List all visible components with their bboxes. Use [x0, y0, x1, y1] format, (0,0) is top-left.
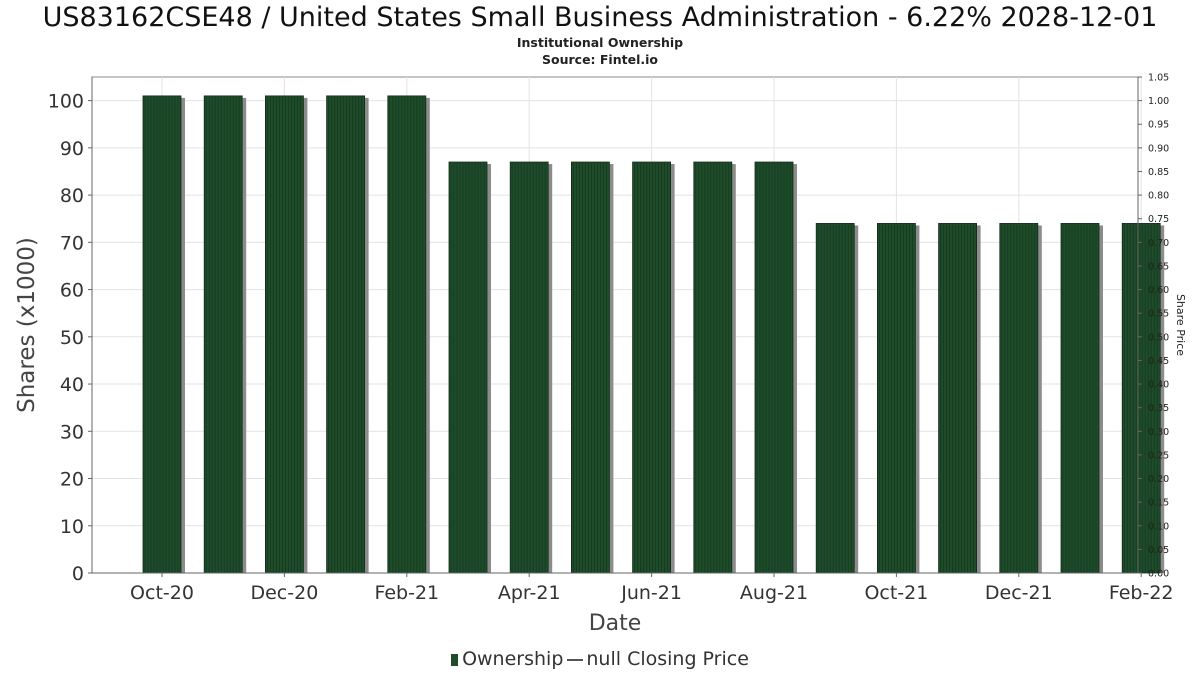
- y2-tick-label: 0.05: [1148, 545, 1169, 556]
- y-tick-label: 10: [60, 516, 84, 538]
- y-axis-title: Shares (x1000): [14, 237, 40, 413]
- y2-tick-label: 0.15: [1148, 498, 1169, 509]
- y-tick-label: 0: [72, 563, 84, 585]
- x-tick-label: Apr-21: [498, 582, 561, 604]
- y2-tick-label: 0.65: [1148, 261, 1169, 272]
- y2-tick-label: 0.40: [1148, 380, 1169, 391]
- legend-price-line: [567, 658, 584, 661]
- y-tick-label: 70: [60, 232, 84, 254]
- x-tick-label: Oct-20: [130, 582, 194, 604]
- y-tick-label: 80: [60, 185, 84, 207]
- y2-tick-label: 0.60: [1148, 285, 1169, 296]
- legend: Ownership null Closing Price: [0, 648, 1200, 670]
- y2-tick-label: 0.00: [1148, 569, 1169, 580]
- y2-tick-label: 0.45: [1148, 356, 1169, 367]
- x-tick-label: Dec-20: [250, 582, 318, 604]
- y-tick-label: 20: [60, 469, 84, 491]
- y2-tick-label: 1.05: [1148, 73, 1169, 84]
- legend-ownership-label: Ownership: [462, 648, 564, 670]
- y2-tick-label: 0.10: [1148, 521, 1169, 532]
- plot-frame: [91, 76, 1139, 574]
- y-tick-label: 60: [60, 280, 84, 302]
- y2-tick-label: 0.30: [1148, 427, 1169, 438]
- legend-ownership-swatch: [451, 653, 459, 666]
- legend-price-label: null Closing Price: [586, 648, 749, 670]
- chart-source: Source: Fintel.io: [542, 52, 658, 67]
- y-tick-label: 90: [60, 138, 84, 160]
- x-tick-label: Dec-21: [985, 582, 1053, 604]
- y-tick-label: 40: [60, 374, 84, 396]
- y2-tick-label: 0.95: [1148, 120, 1169, 131]
- y2-tick-label: 0.90: [1148, 143, 1169, 154]
- chart-title: US83162CSE48 / United States Small Busin…: [42, 2, 1158, 33]
- y2-tick-label: 0.85: [1148, 167, 1169, 178]
- x-tick-label: Aug-21: [740, 582, 808, 604]
- y2-tick-label: 0.20: [1148, 474, 1169, 485]
- x-tick-label: Oct-21: [864, 582, 928, 604]
- x-tick-label: Feb-22: [1109, 582, 1174, 604]
- y-tick-label: 50: [60, 327, 84, 349]
- x-axis-title: Date: [589, 611, 642, 636]
- y2-tick-label: 0.35: [1148, 403, 1169, 414]
- y2-tick-label: 0.50: [1148, 332, 1169, 343]
- y2-axis-title: Share Price: [1174, 294, 1187, 356]
- y2-tick-label: 1.00: [1148, 96, 1169, 107]
- chart-subtitle: Institutional Ownership: [516, 35, 684, 50]
- x-tick-label: Feb-21: [374, 582, 439, 604]
- y2-tick-label: 0.75: [1148, 214, 1169, 225]
- y-tick-label: 30: [60, 421, 84, 443]
- y2-tick-label: 0.25: [1148, 450, 1169, 461]
- x-tick-label: Jun-21: [620, 582, 682, 604]
- y2-tick-label: 0.70: [1148, 238, 1169, 249]
- y-tick-label: 100: [48, 91, 84, 113]
- y2-tick-label: 0.55: [1148, 309, 1169, 320]
- y2-tick-label: 0.80: [1148, 191, 1169, 202]
